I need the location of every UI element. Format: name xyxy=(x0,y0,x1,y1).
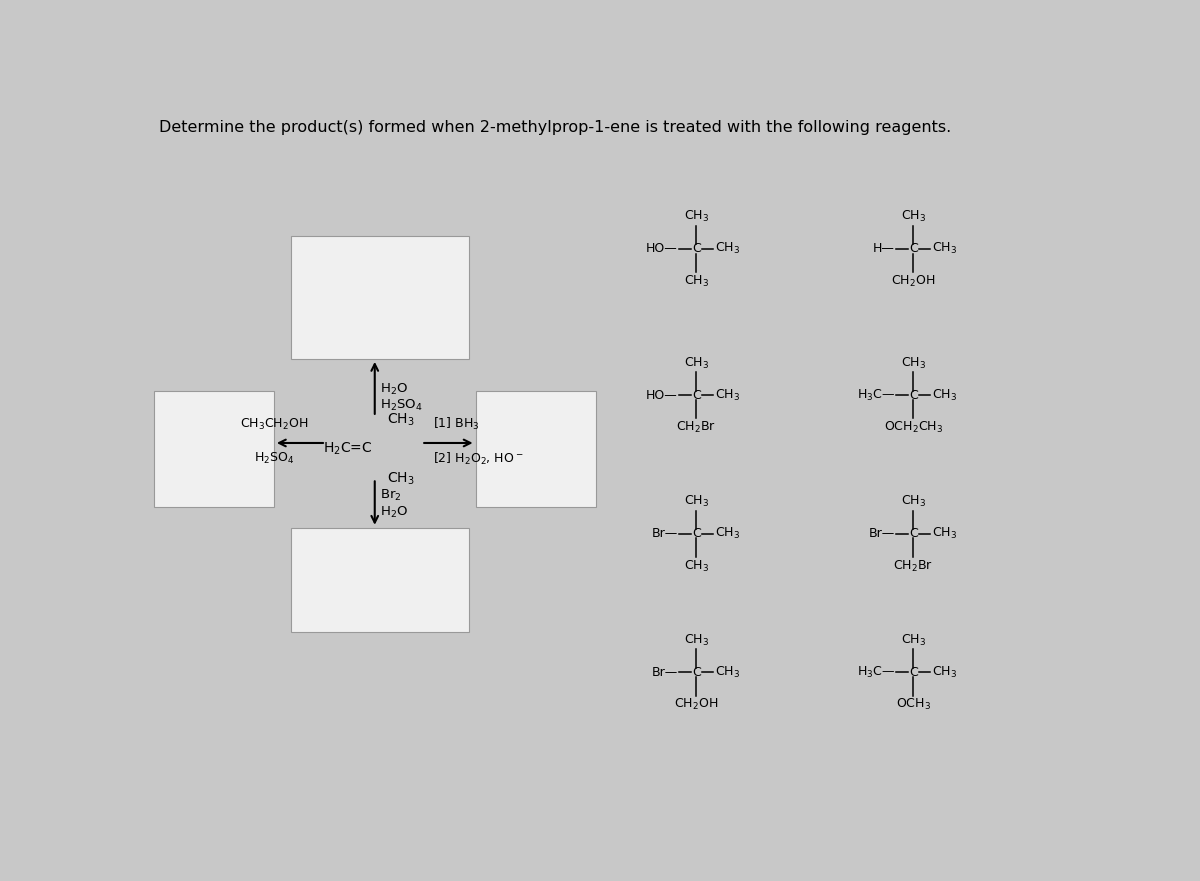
Text: CH$_3$: CH$_3$ xyxy=(386,411,414,427)
Text: OCH$_3$: OCH$_3$ xyxy=(896,697,931,712)
Text: H$_2$O: H$_2$O xyxy=(380,505,408,520)
Text: C: C xyxy=(910,389,918,402)
Text: H—: H— xyxy=(872,242,895,255)
Text: CH$_3$: CH$_3$ xyxy=(684,494,709,509)
Bar xyxy=(154,391,274,507)
Bar xyxy=(475,391,595,507)
Text: CH$_3$: CH$_3$ xyxy=(901,209,926,225)
Text: OCH$_2$CH$_3$: OCH$_2$CH$_3$ xyxy=(884,420,943,435)
Text: CH$_2$OH: CH$_2$OH xyxy=(892,274,936,289)
Bar xyxy=(292,236,469,359)
Text: H$_3$C—: H$_3$C— xyxy=(857,665,895,680)
Text: C: C xyxy=(692,242,701,255)
Text: C: C xyxy=(910,242,918,255)
Text: CH$_3$: CH$_3$ xyxy=(684,209,709,225)
Text: H$_2$SO$_4$: H$_2$SO$_4$ xyxy=(380,397,422,413)
Text: CH$_3$: CH$_3$ xyxy=(684,559,709,574)
Text: CH$_2$Br: CH$_2$Br xyxy=(677,420,716,435)
Text: Br—: Br— xyxy=(652,528,678,540)
Text: C: C xyxy=(692,666,701,679)
Text: C: C xyxy=(910,666,918,679)
Bar xyxy=(292,528,469,632)
Text: CH$_3$: CH$_3$ xyxy=(932,241,958,256)
Text: CH$_3$: CH$_3$ xyxy=(932,388,958,403)
Text: CH$_3$: CH$_3$ xyxy=(932,526,958,542)
Text: Br$_2$: Br$_2$ xyxy=(380,488,402,503)
Text: CH$_3$: CH$_3$ xyxy=(684,633,709,648)
Text: CH$_3$: CH$_3$ xyxy=(715,388,740,403)
Text: CH$_3$: CH$_3$ xyxy=(684,274,709,289)
Text: Br—: Br— xyxy=(869,528,895,540)
Text: C: C xyxy=(910,528,918,540)
Text: C: C xyxy=(692,528,701,540)
Text: Br—: Br— xyxy=(652,666,678,679)
Text: CH$_2$OH: CH$_2$OH xyxy=(674,697,719,712)
Text: H$_2$C=C: H$_2$C=C xyxy=(323,440,372,457)
Text: H$_2$SO$_4$: H$_2$SO$_4$ xyxy=(254,451,294,466)
Text: CH$_3$: CH$_3$ xyxy=(901,494,926,509)
Text: H$_3$C—: H$_3$C— xyxy=(857,388,895,403)
Text: CH$_2$Br: CH$_2$Br xyxy=(894,559,934,574)
Text: HO—: HO— xyxy=(646,389,678,402)
Text: CH$_3$: CH$_3$ xyxy=(901,356,926,371)
Text: [2] H$_2$O$_2$, HO$^-$: [2] H$_2$O$_2$, HO$^-$ xyxy=(433,451,523,467)
Text: CH$_3$: CH$_3$ xyxy=(715,665,740,680)
Text: HO—: HO— xyxy=(646,242,678,255)
Text: CH$_3$: CH$_3$ xyxy=(932,665,958,680)
Text: CH$_3$: CH$_3$ xyxy=(715,526,740,542)
Text: [1] BH$_3$: [1] BH$_3$ xyxy=(433,416,480,433)
Text: CH$_3$: CH$_3$ xyxy=(715,241,740,256)
Text: CH$_3$: CH$_3$ xyxy=(386,470,414,487)
Text: Determine the product(s) formed when 2-methylprop-1-ene is treated with the foll: Determine the product(s) formed when 2-m… xyxy=(160,121,952,136)
Text: CH$_3$: CH$_3$ xyxy=(901,633,926,648)
Text: CH$_3$CH$_2$OH: CH$_3$CH$_2$OH xyxy=(240,417,308,433)
Text: H$_2$O: H$_2$O xyxy=(380,381,408,396)
Text: C: C xyxy=(692,389,701,402)
Text: CH$_3$: CH$_3$ xyxy=(684,356,709,371)
